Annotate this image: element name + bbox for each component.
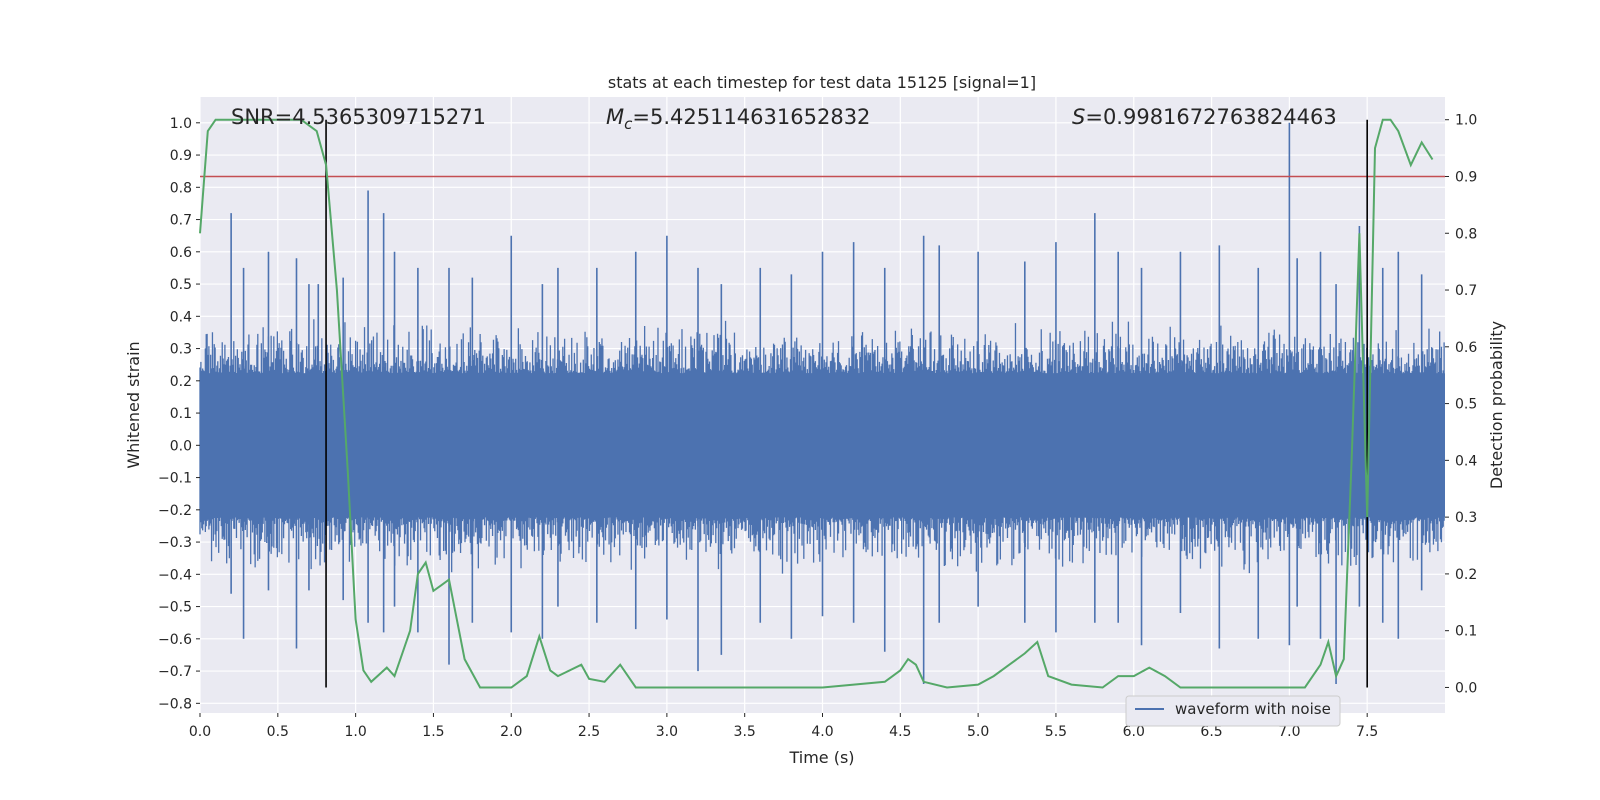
y2-tick-label: 0.4	[1455, 453, 1477, 469]
x-axis-title: Time (s)	[788, 748, 854, 767]
x-tick-label: 5.0	[967, 724, 989, 740]
x-tick-label: 6.5	[1200, 724, 1222, 740]
y-tick-label: 0.9	[170, 148, 192, 164]
y-tick-label: −0.6	[158, 632, 192, 648]
strain-series	[199, 122, 1445, 684]
x-tick-label: 3.0	[656, 724, 678, 740]
x-tick-label: 1.5	[422, 724, 444, 740]
chirp-mass-annotation: Mc=5.425114631652832	[606, 105, 870, 133]
x-tick-label: 2.5	[578, 724, 600, 740]
y-tick-label: 0.4	[170, 309, 192, 325]
y-axis-ticks: 1.0 0.9 0.8 0.7 0.6 0.5 0.4 0.3 0.2 0.1 0.0 −0.1 −0.…	[158, 116, 200, 712]
y2-tick-label: 0.5	[1455, 397, 1477, 413]
legend-label: waveform with noise	[1175, 700, 1331, 718]
chart-title: stats at each timestep for test data 151…	[608, 73, 1036, 92]
y-tick-label: −0.3	[158, 535, 192, 551]
chirp-mass-value: =5.425114631652832	[632, 105, 870, 129]
chirp-mass-subscript: c	[624, 115, 633, 133]
x-tick-label: 5.5	[1045, 724, 1067, 740]
y-axis-title: Whitened strain	[124, 341, 143, 468]
s-annotation: S=0.9981672763824463	[1072, 105, 1337, 129]
y-tick-label: −0.5	[158, 600, 192, 616]
x-tick-label: 4.0	[811, 724, 833, 740]
y-tick-label: 0.1	[170, 406, 192, 422]
y-tick-label: 0.5	[170, 277, 192, 293]
x-tick-label: 6.0	[1123, 724, 1145, 740]
y-tick-label: −0.1	[158, 471, 192, 487]
y2-tick-label: 0.1	[1455, 624, 1477, 640]
x-tick-label: 1.0	[344, 724, 366, 740]
y-tick-label: −0.7	[158, 664, 192, 680]
x-tick-label: 0.0	[189, 724, 211, 740]
y-tick-label: 0.7	[170, 213, 192, 229]
y-tick-label: −0.2	[158, 503, 192, 519]
strain-spikes	[230, 122, 1423, 684]
y2-tick-label: 0.0	[1455, 680, 1477, 696]
y-tick-label: 0.6	[170, 245, 192, 261]
y-tick-label: −0.4	[158, 567, 192, 583]
y-tick-label: 0.8	[170, 180, 192, 196]
chirp-mass-symbol: M	[606, 105, 624, 129]
y-tick-label: 1.0	[170, 116, 192, 132]
x-tick-label: 7.0	[1278, 724, 1300, 740]
y2-tick-label: 0.3	[1455, 510, 1477, 526]
s-value: =0.9981672763824463	[1085, 105, 1336, 129]
x-tick-label: 7.5	[1356, 724, 1378, 740]
y2-tick-label: 0.7	[1455, 283, 1477, 299]
y2-tick-label: 1.0	[1455, 113, 1477, 129]
x-tick-label: 2.0	[500, 724, 522, 740]
legend: waveform with noise	[1125, 695, 1341, 727]
snr-annotation: SNR=4.5365309715271	[231, 105, 486, 129]
y-tick-label: 0.0	[170, 438, 192, 454]
probability-series	[199, 118, 1445, 689]
x-tick-label: 3.5	[734, 724, 756, 740]
probability-line	[199, 118, 1434, 689]
y2-tick-label: 0.6	[1455, 340, 1477, 356]
y-tick-label: 0.3	[170, 342, 192, 358]
x-tick-label: 4.5	[889, 724, 911, 740]
legend-frame	[1125, 695, 1341, 727]
y2-tick-label: 0.9	[1455, 169, 1477, 185]
y2-axis-title: Detection probability	[1487, 321, 1506, 489]
strain-noise-trace	[199, 319, 1445, 574]
x-axis-ticks: 0.0 0.5 1.0 1.5 2.0 2.5 3.0 3.5 4.0 4.5 5.0 5.5 6.0 6…	[189, 713, 1378, 740]
y-tick-label: 0.2	[170, 374, 192, 390]
y2-tick-label: 0.8	[1455, 226, 1477, 242]
y2-tick-label: 0.2	[1455, 567, 1477, 583]
x-tick-label: 0.5	[267, 724, 289, 740]
y-tick-label: −0.8	[158, 696, 192, 712]
y2-axis-ticks: 1.0 0.9 0.8 0.7 0.6 0.5 0.4 0.3 0.2 0.1 0.0	[1445, 113, 1477, 696]
s-symbol: S	[1072, 105, 1085, 129]
